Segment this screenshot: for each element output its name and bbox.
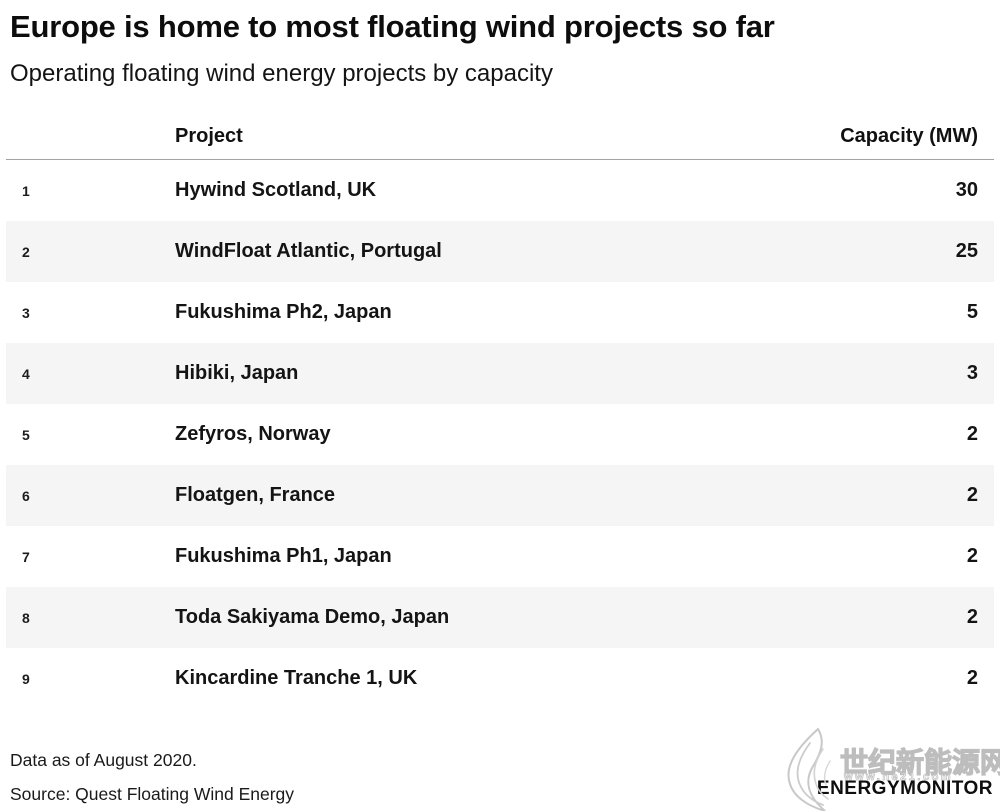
page-subtitle: Operating floating wind energy projects …: [10, 60, 553, 87]
project-cell: Fukushima Ph2, Japan: [175, 301, 392, 323]
rank-cell: 1: [22, 182, 30, 199]
projects-table: Project Capacity (MW) 1 Hywind Scotland,…: [6, 114, 994, 709]
watermark-text: 世纪新能源网: [839, 746, 1000, 778]
table-row: 4 Hibiki, Japan 3: [6, 343, 994, 404]
capacity-cell: 3: [966, 362, 978, 384]
rank-cell: 8: [22, 609, 30, 626]
energy-monitor-logo: ENERGYMONITOR: [816, 778, 993, 799]
capacity-cell: 2: [966, 484, 978, 506]
capacity-cell: 2: [966, 667, 978, 689]
rank-cell: 2: [22, 243, 30, 260]
table-row: 6 Floatgen, France 2: [6, 465, 994, 526]
project-cell: WindFloat Atlantic, Portugal: [175, 240, 442, 262]
source-note: Source: Quest Floating Wind Energy: [10, 784, 295, 804]
rank-cell: 9: [22, 670, 30, 687]
table-body: 1 Hywind Scotland, UK 30 2 WindFloat Atl…: [6, 160, 994, 709]
project-column-header: Project: [175, 125, 243, 147]
table-row: 3 Fukushima Ph2, Japan 5: [6, 282, 994, 343]
table-header-row: Project Capacity (MW): [6, 114, 994, 160]
table-row: 5 Zefyros, Norway 2: [6, 404, 994, 465]
project-cell: Hibiki, Japan: [175, 362, 299, 384]
table-row: 9 Kincardine Tranche 1, UK 2: [6, 648, 994, 709]
footnotes: Data as of August 2020. Source: Quest Fl…: [10, 743, 294, 811]
table-row: 8 Toda Sakiyama Demo, Japan 2: [6, 587, 994, 648]
table-row: 1 Hywind Scotland, UK 30: [6, 160, 994, 221]
capacity-cell: 2: [966, 423, 978, 445]
table-row: 7 Fukushima Ph1, Japan 2: [6, 526, 994, 587]
rank-cell: 4: [22, 365, 30, 382]
project-cell: Toda Sakiyama Demo, Japan: [175, 606, 450, 628]
project-cell: Zefyros, Norway: [175, 423, 331, 445]
rank-cell: 5: [22, 426, 30, 443]
capacity-column-header: Capacity (MW): [840, 125, 978, 147]
capacity-cell: 2: [966, 606, 978, 628]
project-cell: Hywind Scotland, UK: [175, 179, 377, 201]
rank-cell: 7: [22, 548, 30, 565]
project-cell: Floatgen, France: [175, 484, 336, 506]
capacity-cell: 2: [966, 545, 978, 567]
project-cell: Kincardine Tranche 1, UK: [175, 667, 418, 689]
project-cell: Fukushima Ph1, Japan: [175, 545, 392, 567]
table-row: 2 WindFloat Atlantic, Portugal 25: [6, 221, 994, 282]
capacity-cell: 5: [966, 301, 978, 323]
data-note: Data as of August 2020.: [10, 750, 197, 770]
page-title: Europe is home to most floating wind pro…: [10, 9, 775, 44]
capacity-cell: 30: [955, 179, 978, 201]
rank-cell: 3: [22, 304, 30, 321]
rank-cell: 6: [22, 487, 30, 504]
capacity-cell: 25: [955, 240, 978, 262]
